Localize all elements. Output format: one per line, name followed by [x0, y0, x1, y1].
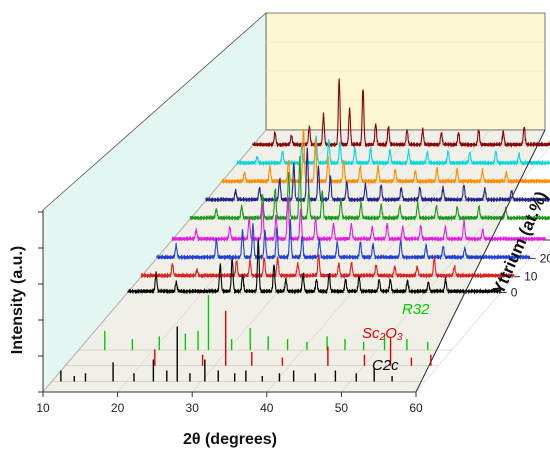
- x-axis-title: 2θ (degrees): [183, 431, 277, 448]
- z-tick-label: 10: [524, 270, 538, 284]
- reference-pattern-1: R32: [104, 295, 430, 351]
- x-tick-label: 50: [335, 401, 349, 415]
- reference-label: C2c: [372, 357, 399, 374]
- floor-grid-line: [266, 129, 491, 393]
- back-wall: [265, 12, 546, 131]
- xrd-trace-20: [156, 219, 531, 261]
- x-tick-label: 20: [111, 401, 125, 415]
- xrd-trace-0: [127, 239, 502, 295]
- z-tick-label: 0: [511, 285, 518, 299]
- xrd-trace-30: [171, 195, 546, 243]
- reference-patterns: R32 Sc₂O₃ C2c: [60, 295, 432, 382]
- grid-lines: [42, 41, 550, 393]
- xrd-trace-45: [205, 147, 550, 204]
- x-tick-label: 40: [260, 401, 274, 415]
- floor-grid-line: [117, 129, 341, 393]
- x-axis-ticks: 10 20 30 40 50 60: [36, 392, 423, 415]
- reference-pattern-2: Sc₂O₃: [154, 310, 432, 366]
- floor-grid-line: [42, 129, 267, 393]
- z-axis-line: [415, 129, 546, 393]
- xrd-trace-10: [140, 254, 515, 280]
- floor-grid-line: [415, 234, 550, 393]
- reference-label: Sc₂O₃: [362, 325, 403, 342]
- z-axis-ticks: 01020304045505560: [500, 239, 550, 299]
- y-axis-ticks: [38, 211, 43, 393]
- xrd-trace-50: [220, 129, 550, 185]
- x-tick-label: 10: [36, 401, 50, 415]
- floor-grid-line: [191, 129, 416, 393]
- reference-pattern-3: C2c: [60, 326, 399, 382]
- x-tick-label: 60: [409, 401, 423, 415]
- floor-grid-line: [341, 146, 550, 393]
- z-tick-label: 20: [540, 251, 550, 265]
- x-tick-label: 30: [186, 401, 200, 415]
- xrd-series: [127, 78, 550, 295]
- y-axis-title: Intensity (a.u.): [9, 246, 26, 354]
- reference-label: R32: [402, 301, 430, 318]
